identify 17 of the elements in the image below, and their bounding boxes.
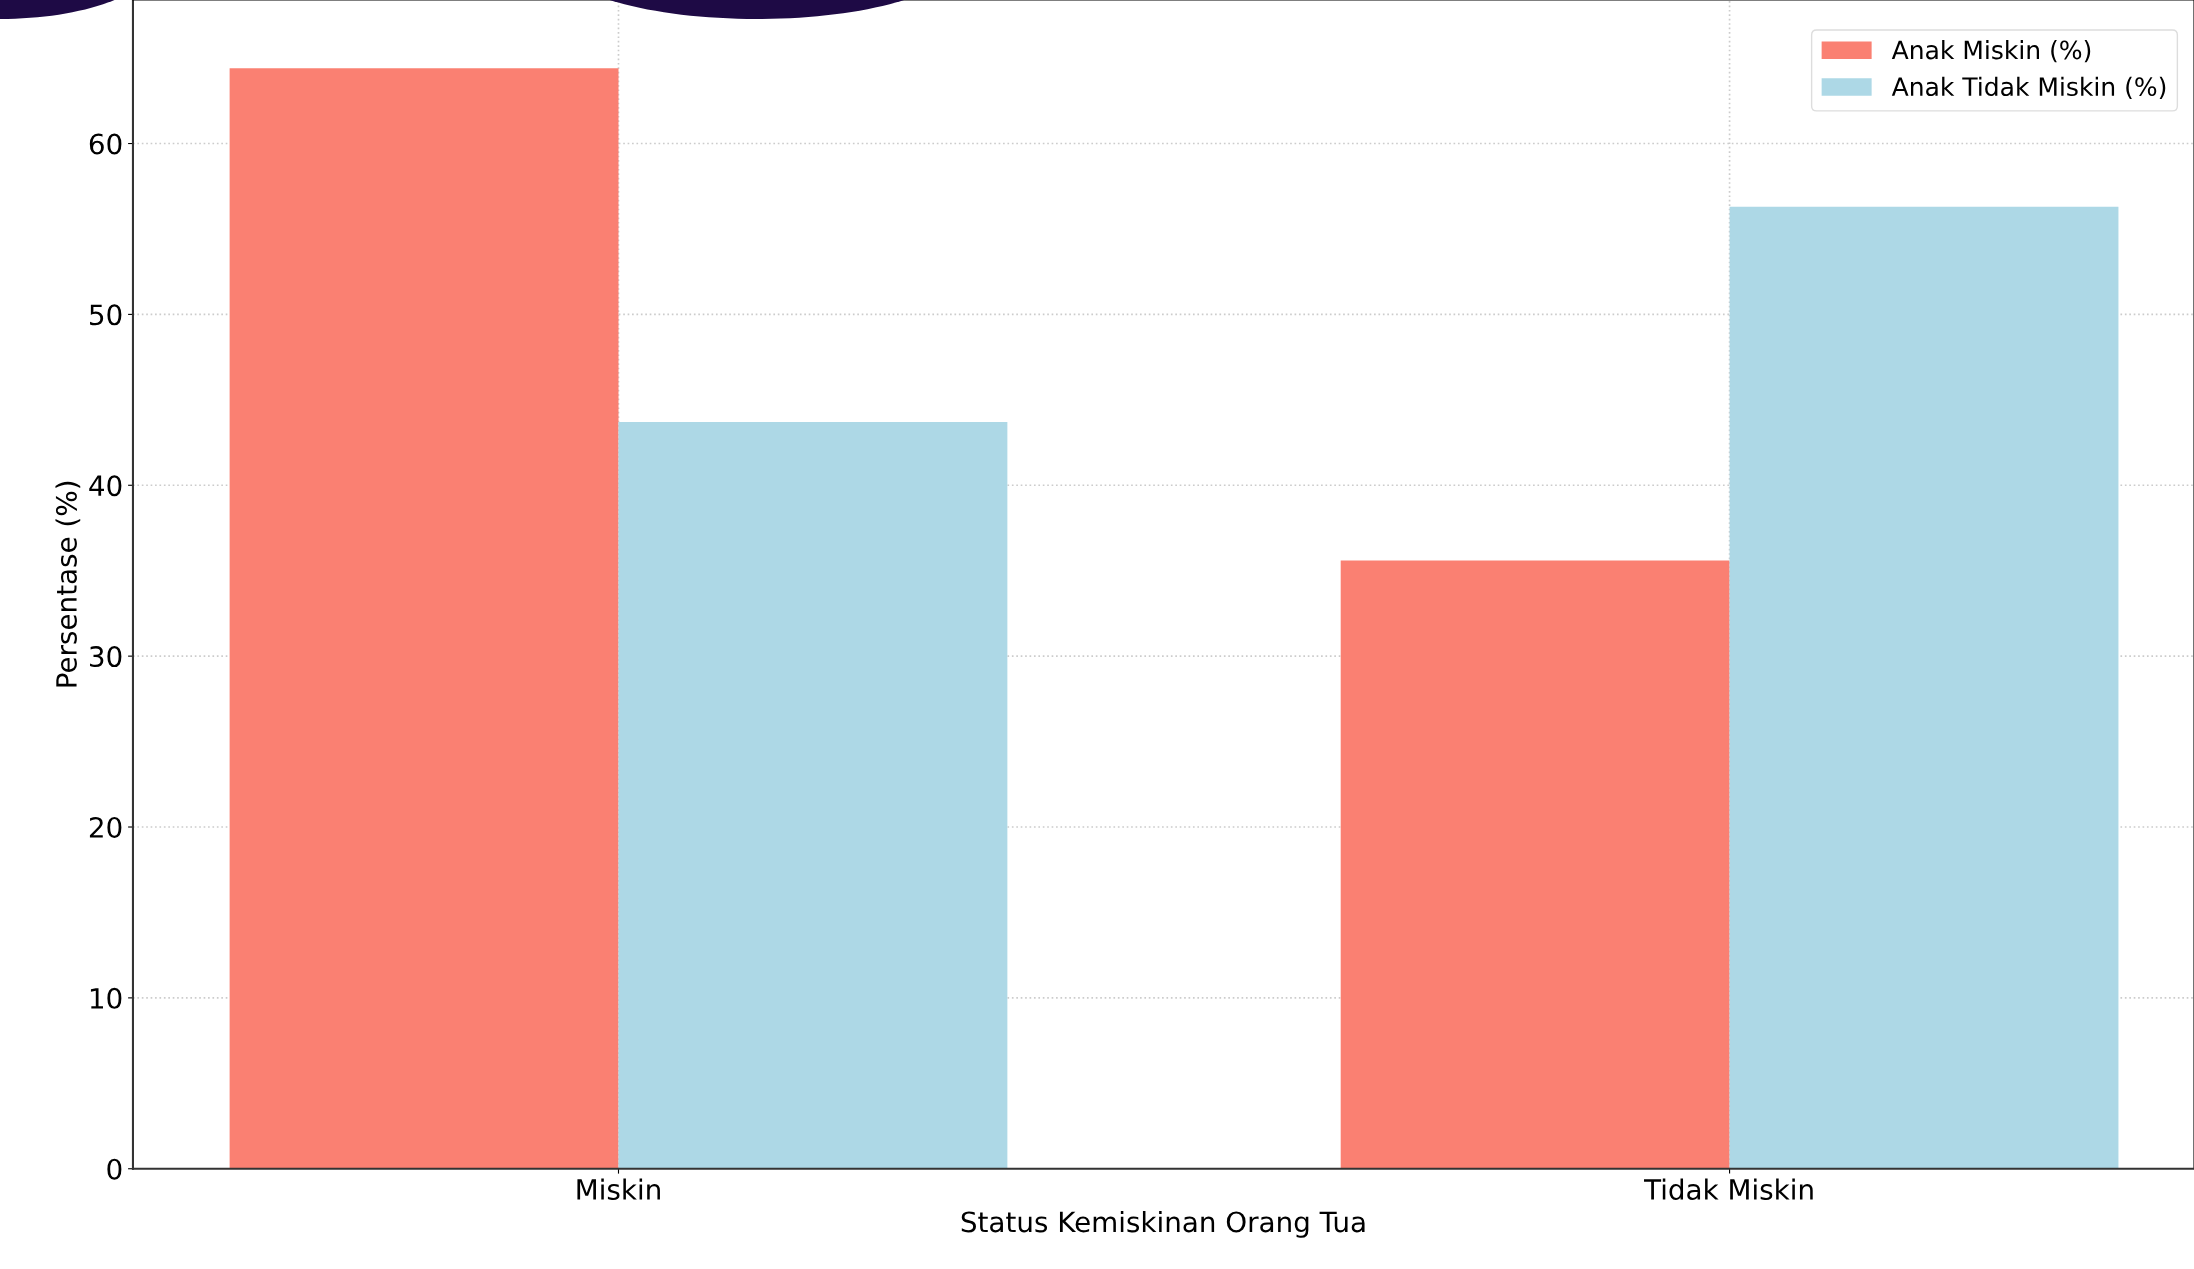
bar <box>229 68 619 1169</box>
y-tick-label: 30 <box>90 646 122 668</box>
bar <box>618 422 1008 1169</box>
bar <box>1729 206 2119 1169</box>
y-tick-label: 40 <box>89 475 122 497</box>
y-tick-label: 50 <box>90 304 122 326</box>
x-tick-label: Miskin <box>577 1178 660 1200</box>
legend-label: Anak Tidak Miskin (%) <box>1891 76 2166 100</box>
y-tick-label: 60 <box>89 133 122 155</box>
y-tick-label: 20 <box>89 816 122 838</box>
legend-label: Anak Miskin (%) <box>1891 40 2091 63</box>
x-axis-title: Status Kemiskinan Orang Tua <box>961 1210 1365 1238</box>
bar <box>1340 560 1730 1169</box>
y-tick-label: 0 <box>107 1158 122 1180</box>
y-axis-title: Persentase (%) <box>55 481 81 687</box>
x-tick-label: Tidak Miskin <box>1644 1178 1813 1200</box>
y-tick-label: 10 <box>90 987 122 1009</box>
